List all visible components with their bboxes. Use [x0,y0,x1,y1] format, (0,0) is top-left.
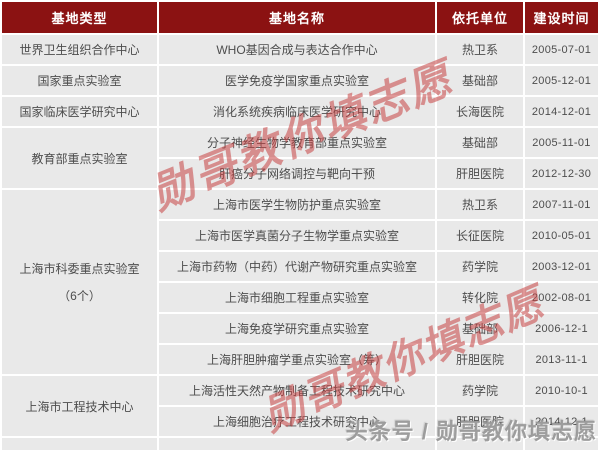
unit-cell: 肝胆医院 [437,345,523,374]
date-cell [525,438,598,450]
type-cell-line: 世界卫生组织合作中心 [19,43,140,57]
unit-cell: 药学院 [437,252,523,281]
unit-cell: 基础部 [437,314,523,343]
unit-cell: 基础部 [437,66,523,95]
name-cell: 上海市药物（中药）代谢产物研究重点实验室 [159,252,435,281]
date-cell: 2010-10-1 [525,376,598,405]
name-cell: 上海活性天然产物制备工程技术研究中心 [159,376,435,405]
type-cell: 上海市工程技术中心 [2,376,157,436]
unit-cell: 热卫系 [437,35,523,64]
type-cell-line: 上海市工程技术中心 [25,399,134,414]
unit-cell: 长海医院 [437,97,523,126]
name-cell: 上海肝胆肿瘤学重点实验室（筹） [159,345,435,374]
date-cell: 2005-12-01 [525,66,598,95]
date-cell: 2014-12-01 [525,97,598,126]
name-cell [159,438,435,450]
type-cell-line: （6个） [58,289,101,303]
name-cell: 上海市医学真菌分子生物学重点实验室 [159,221,435,250]
type-cell: 国家临床医学研究中心 [2,97,157,126]
date-cell: 2002-08-01 [525,283,598,312]
name-cell: WHO基因合成与表达合作中心 [159,35,435,64]
unit-cell: 长征医院 [437,221,523,250]
type-cell-line: 国家临床医学研究中心 [19,105,140,119]
date-cell: 2005-11-01 [525,128,598,157]
name-cell: 上海市医学生物防护重点实验室 [159,190,435,219]
column-header-0: 基地类型 [2,2,157,33]
type-cell: 国家重点实验室 [2,66,157,95]
name-cell: 上海市细胞工程重点实验室 [159,283,435,312]
column-header-2: 依托单位 [437,2,523,33]
column-header-1: 基地名称 [159,2,435,33]
date-cell: 2005-07-01 [525,35,598,64]
date-cell: 2006-12-1 [525,314,598,343]
type-cell: 世界卫生组织合作中心 [2,35,157,64]
type-cell: 教育部重点实验室 [2,128,157,188]
type-cell: 上海市科委重点实验室 （6个） [2,190,157,374]
type-cell-line: 教育部重点实验室 [31,151,128,166]
unit-cell [437,438,523,450]
unit-cell: 肝胆医院 [437,159,523,188]
date-cell: 2007-11-01 [525,190,598,219]
type-cell-line: 国家重点实验室 [37,74,122,88]
unit-cell: 热卫系 [437,190,523,219]
name-cell: 医学免疫学国家重点实验室 [159,66,435,95]
date-cell: 2010-05-01 [525,221,598,250]
name-cell: 消化系统疾病临床医学研究中心 [159,97,435,126]
name-cell: 肝癌分子网络调控与靶向干预 [159,159,435,188]
date-cell: 2003-12-01 [525,252,598,281]
type-cell-line: 上海市科委重点实验室 [19,262,140,276]
name-cell: 上海免疫学研究重点实验室 [159,314,435,343]
name-cell: 分子神经生物学教育部重点实验室 [159,128,435,157]
date-cell: 2014-12-1 [525,407,598,436]
unit-cell: 转化院 [437,283,523,312]
unit-cell: 基础部 [437,128,523,157]
column-header-3: 建设时间 [525,2,598,33]
date-cell: 2013-11-1 [525,345,598,374]
name-cell: 上海细胞治疗工程技术研究中心 [159,407,435,436]
unit-cell: 肝胆医院 [437,407,523,436]
unit-cell: 药学院 [437,376,523,405]
type-cell [2,438,157,450]
date-cell: 2012-12-30 [525,159,598,188]
